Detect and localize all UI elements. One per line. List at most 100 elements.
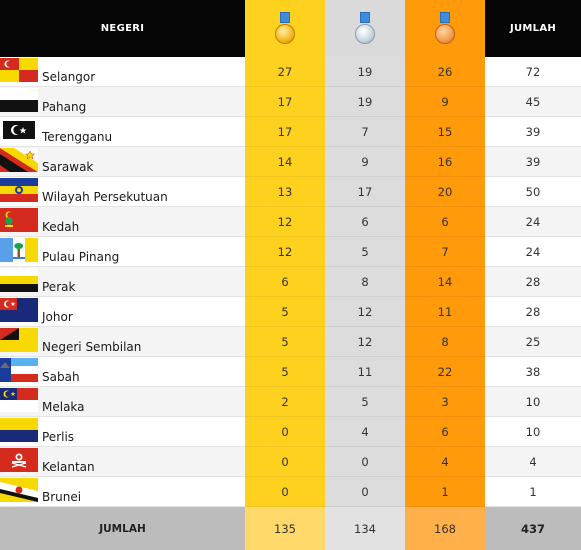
gold-count: 14 (245, 147, 325, 177)
state-cell: Terengganu (0, 117, 245, 147)
bronze-count: 16 (405, 147, 485, 177)
bronze-count: 9 (405, 87, 485, 117)
total-count: 1 (485, 477, 581, 507)
total-count: 10 (485, 387, 581, 417)
table-row: Johor 5 12 11 28 (0, 297, 581, 327)
state-name: Perak (42, 280, 76, 294)
state-name: Pulau Pinang (42, 250, 120, 264)
table-row: Sarawak 14 9 16 39 (0, 147, 581, 177)
kedah-flag-icon (0, 208, 38, 232)
negeri-sembilan-flag-icon (0, 328, 38, 352)
table-row: Pahang 17 19 9 45 (0, 87, 581, 117)
footer-grand-total: 437 (485, 507, 581, 550)
state-name: Melaka (42, 400, 85, 414)
table-row: Terengganu 17 7 15 39 (0, 117, 581, 147)
bronze-count: 15 (405, 117, 485, 147)
gold-count: 17 (245, 87, 325, 117)
state-name: Brunei (42, 490, 82, 504)
state-cell: Johor (0, 297, 245, 327)
table-row: Perlis 0 4 6 10 (0, 417, 581, 447)
table-row: Perak 6 8 14 28 (0, 267, 581, 297)
footer-gold-total: 135 (245, 507, 325, 550)
silver-count: 7 (325, 117, 405, 147)
state-column-header: NEGERI (0, 0, 245, 57)
silver-count: 6 (325, 207, 405, 237)
state-name: Kelantan (42, 460, 95, 474)
total-count: 24 (485, 207, 581, 237)
gold-medal-icon (274, 10, 296, 48)
state-name: Wilayah Persekutuan (42, 190, 168, 204)
gold-count: 5 (245, 297, 325, 327)
bronze-count: 4 (405, 447, 485, 477)
gold-count: 5 (245, 327, 325, 357)
total-count: 38 (485, 357, 581, 387)
bronze-column-header (405, 0, 485, 57)
perak-flag-icon (0, 268, 38, 292)
silver-medal-icon (354, 10, 376, 48)
terengganu-flag-icon (0, 118, 38, 142)
footer-total-label: JUMLAH (0, 507, 245, 550)
pahang-flag-icon (0, 88, 38, 112)
silver-count: 11 (325, 357, 405, 387)
gold-count: 5 (245, 357, 325, 387)
table-row: Wilayah Persekutuan 13 17 20 50 (0, 177, 581, 207)
state-name: Sarawak (42, 160, 94, 174)
state-cell: Perlis (0, 417, 245, 447)
perlis-flag-icon (0, 418, 38, 442)
table-row: Kedah 12 6 6 24 (0, 207, 581, 237)
melaka-flag-icon (0, 388, 38, 412)
table-row: Negeri Sembilan 5 12 8 25 (0, 327, 581, 357)
silver-count: 12 (325, 297, 405, 327)
total-count: 39 (485, 117, 581, 147)
state-cell: Melaka (0, 387, 245, 417)
bronze-count: 20 (405, 177, 485, 207)
bronze-count: 22 (405, 357, 485, 387)
state-name: Perlis (42, 430, 75, 444)
gold-column-header (245, 0, 325, 57)
state-cell: Wilayah Persekutuan (0, 177, 245, 207)
gold-count: 12 (245, 237, 325, 267)
bronze-count: 26 (405, 57, 485, 87)
total-count: 72 (485, 57, 581, 87)
silver-count: 5 (325, 387, 405, 417)
state-cell: Selangor (0, 57, 245, 87)
footer-bronze-total: 168 (405, 507, 485, 550)
total-column-header: JUMLAH (485, 0, 581, 57)
total-count: 45 (485, 87, 581, 117)
state-name: Selangor (42, 70, 96, 84)
sabah-flag-icon (0, 358, 38, 382)
state-cell: Sarawak (0, 147, 245, 177)
total-count: 28 (485, 267, 581, 297)
state-name: Pahang (42, 100, 87, 114)
state-cell: Kedah (0, 207, 245, 237)
silver-count: 17 (325, 177, 405, 207)
gold-count: 6 (245, 267, 325, 297)
total-count: 28 (485, 297, 581, 327)
silver-count: 0 (325, 447, 405, 477)
silver-count: 0 (325, 477, 405, 507)
selangor-flag-icon (0, 58, 38, 82)
state-cell: Pulau Pinang (0, 237, 245, 267)
bronze-count: 6 (405, 207, 485, 237)
total-count: 10 (485, 417, 581, 447)
state-cell: Sabah (0, 357, 245, 387)
table-row: Melaka 2 5 3 10 (0, 387, 581, 417)
bronze-count: 1 (405, 477, 485, 507)
gold-count: 0 (245, 447, 325, 477)
brunei-flag-icon (0, 478, 38, 502)
pulau-pinang-flag-icon (0, 238, 38, 262)
state-name: Johor (42, 310, 73, 324)
silver-count: 5 (325, 237, 405, 267)
silver-count: 12 (325, 327, 405, 357)
silver-count: 4 (325, 417, 405, 447)
sarawak-flag-icon (0, 148, 38, 172)
table-row: Kelantan 0 0 4 4 (0, 447, 581, 477)
silver-count: 19 (325, 87, 405, 117)
bronze-count: 14 (405, 267, 485, 297)
total-count: 24 (485, 237, 581, 267)
total-count: 39 (485, 147, 581, 177)
state-cell: Brunei (0, 477, 245, 507)
gold-count: 2 (245, 387, 325, 417)
total-count: 4 (485, 447, 581, 477)
